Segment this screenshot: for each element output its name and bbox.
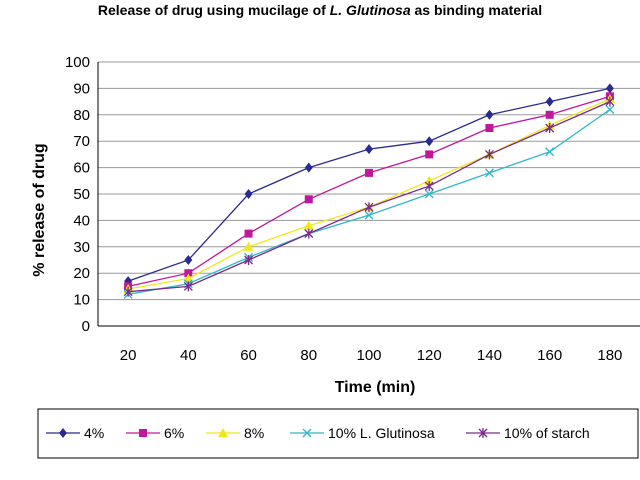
data-point (244, 255, 254, 265)
series-4 (123, 96, 615, 297)
legend-entry: 10% L. Glutinosa (290, 425, 435, 441)
data-point (425, 150, 434, 159)
legend-marker (59, 428, 67, 438)
data-point (424, 189, 434, 199)
y-tick-label: 50 (73, 186, 90, 203)
data-point (184, 255, 193, 265)
x-tick-label: 60 (240, 347, 257, 364)
data-point (545, 96, 554, 107)
data-point (605, 105, 615, 114)
data-point (424, 181, 434, 192)
chart-title-prefix: Release of drug using mucilage of (97, 2, 330, 18)
series-lines (123, 83, 615, 299)
x-tick-label: 160 (537, 347, 562, 364)
legend-entry: 4% (46, 425, 104, 441)
x-tick-label: 80 (300, 347, 317, 364)
legend-marker (302, 428, 312, 438)
data-point (184, 269, 193, 278)
x-tick-label: 140 (477, 347, 502, 364)
data-point (304, 162, 313, 173)
data-point (545, 123, 555, 133)
chart-title-italic: L. Glutinosa (329, 2, 411, 18)
tick-labels: 0 10 20 30 40 50 60 70 80 90 100 20 40 60 80 100 120 140 1… (65, 54, 622, 364)
data-point (365, 144, 373, 155)
legend-entry: 8% (206, 425, 264, 441)
data-point (364, 202, 374, 213)
data-point (365, 168, 373, 177)
data-point (123, 286, 133, 297)
data-point (183, 273, 194, 283)
series-1 (124, 92, 614, 291)
y-tick-label: 30 (73, 239, 90, 256)
x-tick-label: 120 (417, 347, 442, 364)
data-point (303, 220, 314, 230)
y-tick-label: 0 (82, 318, 90, 335)
legend-marker (218, 428, 228, 437)
legend-label: 10% of starch (504, 425, 590, 441)
data-point (425, 136, 434, 147)
data-point (484, 149, 494, 160)
data-point (183, 281, 193, 292)
chart-title-suffix: as binding material (410, 2, 543, 18)
legend-label: 8% (244, 425, 264, 441)
data-point (304, 228, 314, 239)
data-point (244, 229, 253, 238)
legend-marker (478, 428, 488, 438)
legend-entry: 10% of starch (466, 425, 590, 441)
x-tick-label: 180 (597, 347, 622, 364)
series-3 (123, 105, 615, 299)
data-point (424, 175, 435, 185)
series-line (127, 95, 611, 288)
y-tick-label: 60 (73, 160, 90, 177)
data-point (364, 210, 374, 220)
legend-marker (139, 429, 147, 437)
data-point (243, 241, 254, 251)
x-tick-label: 40 (180, 347, 197, 364)
legend-label: 4% (84, 425, 104, 441)
data-point (485, 124, 494, 132)
legend-label: 6% (164, 425, 184, 441)
series-0 (124, 83, 614, 287)
data-point (545, 110, 554, 119)
y-tick-label: 90 (73, 80, 90, 97)
y-axis-label: % release of drug (31, 143, 48, 276)
legend-entry: 6% (126, 425, 184, 441)
data-point (605, 83, 614, 94)
x-tick-label: 100 (356, 347, 381, 364)
data-point (484, 168, 494, 178)
series-line (127, 108, 611, 295)
data-point (304, 195, 313, 204)
y-tick-label: 20 (73, 265, 90, 282)
x-axis-label: Time (min) (335, 379, 416, 396)
series-line (128, 101, 611, 293)
y-tick-label: 100 (65, 54, 90, 71)
chart-title: Release of drug using mucilage of L. Glu… (0, 2, 640, 18)
data-point (545, 147, 555, 157)
axes (97, 62, 640, 327)
x-tick-label: 20 (120, 347, 137, 364)
legend: 4% 6% 8% 10% L. Glutinosa 10% of starch (37, 408, 639, 459)
gridlines (98, 61, 640, 301)
y-tick-label: 70 (73, 133, 90, 150)
legend-label: 10% L. Glutinosa (328, 425, 435, 441)
y-tick-label: 10 (73, 292, 90, 309)
data-point (485, 109, 494, 120)
y-tick-label: 40 (73, 212, 90, 229)
data-point (605, 96, 615, 107)
data-point (244, 189, 253, 199)
y-tick-label: 80 (73, 107, 90, 124)
